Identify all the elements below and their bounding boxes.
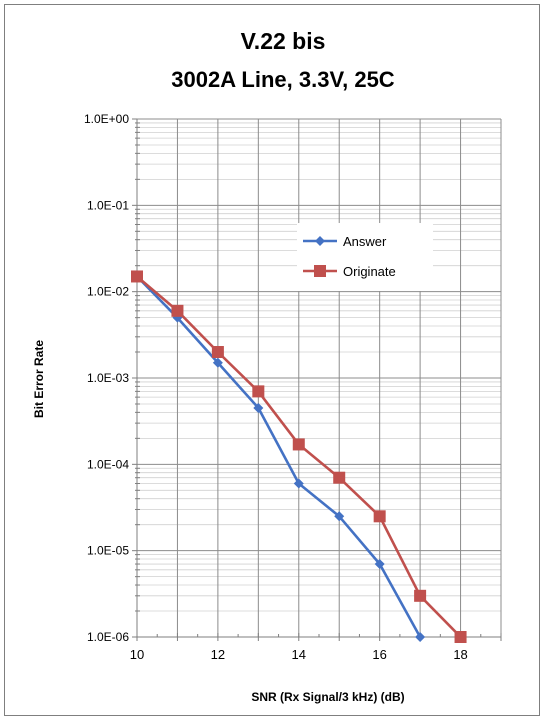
data-point-originate bbox=[252, 385, 265, 398]
x-tick-label: 14 bbox=[292, 647, 306, 662]
legend-label-originate: Originate bbox=[343, 264, 396, 279]
chart-title: V.22 bis bbox=[241, 28, 326, 54]
y-tick-label: 1.0E-02 bbox=[87, 285, 129, 299]
x-tick-label: 18 bbox=[453, 647, 467, 662]
y-tick-label: 1.0E-04 bbox=[87, 457, 129, 471]
chart-frame: V.22 bis 3002A Line, 3.3V, 25C 1.0E-06 1.… bbox=[4, 4, 540, 716]
data-point-answer bbox=[253, 402, 264, 413]
data-point-originate bbox=[454, 631, 467, 643]
legend-box bbox=[297, 223, 433, 291]
data-point-answer bbox=[212, 357, 223, 368]
data-point-originate bbox=[211, 346, 224, 359]
y-tick-label: 1.0E-03 bbox=[87, 371, 129, 385]
y-tick-label: 1.0E-05 bbox=[87, 544, 129, 558]
data-point-originate bbox=[292, 438, 305, 451]
x-tick-label: 16 bbox=[372, 647, 386, 662]
chart-subtitle: 3002A Line, 3.3V, 25C bbox=[171, 67, 395, 92]
data-point-originate bbox=[414, 589, 427, 602]
data-point-answer bbox=[415, 632, 426, 642]
y-tick-label: 1.0E-01 bbox=[87, 198, 129, 212]
data-point-originate bbox=[373, 510, 386, 523]
data-point-originate bbox=[131, 270, 143, 283]
line-chart: V.22 bis 3002A Line, 3.3V, 25C 1.0E-06 1.… bbox=[32, 28, 502, 704]
x-tick-label: 12 bbox=[211, 647, 225, 662]
legend-marker-originate bbox=[314, 265, 326, 277]
legend-marker-answer bbox=[315, 236, 325, 246]
y-tick-label: 1.0E-06 bbox=[87, 630, 129, 644]
y-axis-title: Bit Error Rate bbox=[32, 340, 46, 418]
legend-label-answer: Answer bbox=[343, 234, 387, 249]
x-tick-label: 10 bbox=[130, 647, 144, 662]
x-axis-title: SNR (Rx Signal/3 kHz) (dB) bbox=[251, 690, 404, 704]
data-point-originate bbox=[333, 471, 346, 484]
data-point-answer bbox=[293, 478, 304, 489]
series-line-answer bbox=[136, 275, 422, 638]
y-tick-label: 1.0E+00 bbox=[84, 112, 129, 126]
data-point-originate bbox=[171, 304, 184, 317]
data-point-answer bbox=[374, 559, 385, 570]
